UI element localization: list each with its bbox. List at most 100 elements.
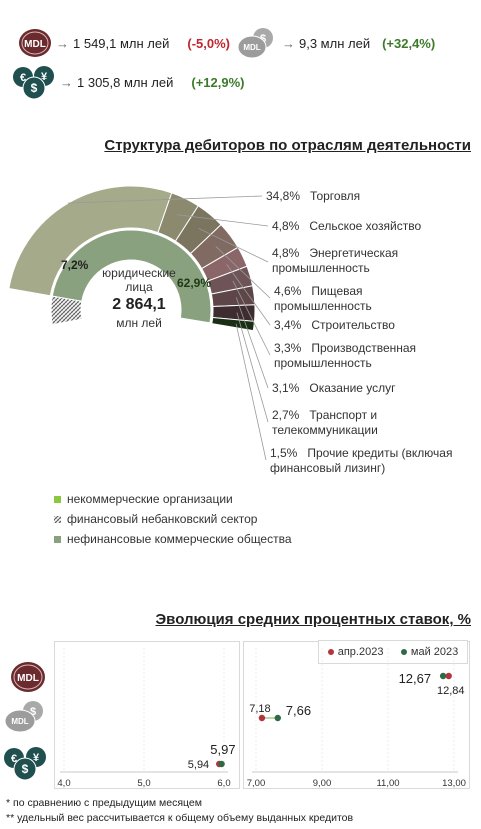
rates-panel-fx — [54, 641, 240, 789]
mdl-coin-icon: MDL — [19, 29, 51, 57]
svg-text:MDL: MDL — [24, 39, 46, 50]
svg-text:$: $ — [22, 762, 29, 776]
leader-line — [235, 323, 267, 461]
kpi-fx-value: 1 305,8 млн лей — [77, 74, 174, 90]
svg-text:MDL: MDL — [11, 717, 28, 726]
segment-name: Транспорт и телекоммуникации — [272, 408, 378, 437]
svg-text:€: € — [20, 72, 26, 84]
x-tick-label: 9,00 — [313, 778, 332, 789]
segment-percent: 4,8% — [272, 246, 300, 260]
segment-name: Оказание услуг — [309, 381, 396, 395]
inner-segment-nonfinancial — [51, 229, 212, 324]
segment-percent: 2,7% — [272, 408, 300, 422]
inner-label-financial: 7,2% — [61, 258, 89, 272]
center-unit: млн лей — [116, 316, 162, 330]
segment-percent: 1,5% — [270, 446, 298, 460]
kpi-mdl-change: (-5,0%) — [187, 35, 231, 51]
legend-item: некоммерческие организации — [54, 492, 292, 506]
leader-line — [198, 228, 269, 263]
outer-segment — [211, 316, 256, 332]
rates-row-icon-mdl-silver: $ MDL — [4, 701, 43, 733]
arrow-right-icon: → — [282, 35, 295, 51]
segment-percent: 3,1% — [272, 381, 300, 395]
leader-line — [68, 195, 263, 204]
point-label-apr: 12,84 — [437, 685, 465, 697]
x-tick-label: 7,00 — [247, 778, 266, 789]
point-label-may: 7,66 — [286, 703, 311, 718]
kpi-mdl-silver: $ MDL → 9,3 млн лей (+32,4%) — [236, 26, 435, 60]
kpi-mdl: MDL → 1 549,1 млн лей (-5,0%) — [18, 28, 230, 58]
segment-label-transport: 2,7% Транспорт и телекоммуникации — [272, 408, 422, 438]
legend-item-may: май 2023 — [400, 646, 459, 658]
segment-label-construction: 3,4% Строительство — [274, 318, 395, 333]
x-tick-label: 13,00 — [442, 778, 466, 789]
svg-text:$: $ — [31, 81, 38, 95]
legend-item: нефинансовые коммерческие общества — [54, 532, 292, 546]
x-tick-label: 6,0 — [217, 778, 230, 789]
segment-label-energy: 4,8% Энергетическая промышленность — [272, 246, 442, 276]
svg-text:¥: ¥ — [41, 71, 48, 83]
legend-label: май 2023 — [410, 646, 459, 658]
point-label-apr: 5,94 — [188, 759, 209, 771]
segment-name: Строительство — [311, 318, 395, 332]
segment-percent: 3,4% — [274, 318, 302, 332]
inner-segment-financial — [50, 295, 83, 326]
kpi-mdl-value: 1 549,1 млн лей — [73, 35, 170, 51]
leader-line — [226, 264, 271, 326]
rates-row-icon-fx: € ¥ $ — [4, 747, 46, 781]
point-apr — [445, 672, 452, 680]
kpi-fx: € ¥ $ → 1 305,8 млн лей (+12,9%) — [12, 64, 245, 100]
legend-label: апр.2023 — [337, 646, 384, 658]
structure-legend: некоммерческие организации финансовый не… — [54, 492, 292, 546]
segment-label-services: 3,1% Оказание услуг — [272, 381, 396, 396]
kpi-fx-change: (+12,9%) — [191, 74, 245, 90]
center-label-line1: юридические — [102, 266, 176, 280]
segment-name: Торговля — [310, 189, 361, 203]
footnote-1: * по сравнению с предыдущим месяцем — [6, 797, 202, 809]
segment-name: Сельское хозяйство — [309, 219, 422, 233]
mdl-silver-coins-icon: $ MDL — [237, 28, 273, 59]
inner-label-nonfinancial: 62,9% — [177, 276, 212, 290]
segment-name: Прочие кредиты (включая финансовый лизин… — [270, 446, 453, 475]
svg-text:MDL: MDL — [243, 43, 260, 52]
legend-label: нефинансовые коммерческие общества — [67, 532, 292, 546]
x-tick-label: 5,0 — [137, 778, 150, 789]
legend-label: финансовый небанковский сектор — [67, 512, 258, 526]
rates-title: Эволюция средних процентных ставок, % — [155, 611, 471, 628]
legend-swatch — [54, 535, 61, 543]
point-may — [274, 714, 281, 722]
segment-name: Пищевая промышленность — [274, 284, 372, 313]
leader-line — [232, 280, 271, 356]
kpi-mdl-silver-value: 9,3 млн лей — [299, 35, 371, 51]
rates-panel-mdl — [243, 641, 470, 789]
svg-text:$: $ — [30, 706, 36, 718]
leader-line — [177, 214, 269, 227]
rates-legend: апр.2023 май 2023 — [318, 640, 468, 664]
currency-coins-icon: € ¥ $ — [13, 66, 54, 100]
svg-text:€: € — [11, 753, 17, 765]
center-value: 2 864,1 — [112, 296, 166, 313]
legend-swatch-hatched — [54, 515, 61, 523]
legend-label: некоммерческие организации — [67, 492, 233, 506]
point-label-may: 12,67 — [399, 671, 432, 686]
point-may — [439, 672, 447, 680]
segment-label-agriculture: 4,8% Сельское хозяйство — [272, 219, 421, 234]
segment-label-food: 4,6% Пищевая промышленность — [274, 284, 404, 314]
segment-percent: 4,6% — [274, 284, 302, 298]
leader-line — [215, 246, 271, 299]
svg-text:$: $ — [260, 33, 266, 45]
structure-title: Структура дебиторов по отраслям деятельн… — [104, 137, 471, 154]
legend-swatch — [54, 495, 61, 503]
point-apr — [258, 714, 266, 722]
segment-percent: 4,8% — [272, 219, 300, 233]
outer-segment — [8, 185, 173, 297]
segment-percent: 3,3% — [274, 341, 302, 355]
leader-line — [236, 312, 269, 423]
segment-label-manufacturing: 3,3% Производственная промышленность — [274, 341, 454, 371]
segment-name: Энергетическая промышленность — [272, 246, 399, 275]
x-tick-label: 11,00 — [376, 778, 399, 789]
leader-line — [235, 297, 269, 389]
footnote-2: ** удельный вес рассчитывается к общему … — [6, 812, 354, 824]
